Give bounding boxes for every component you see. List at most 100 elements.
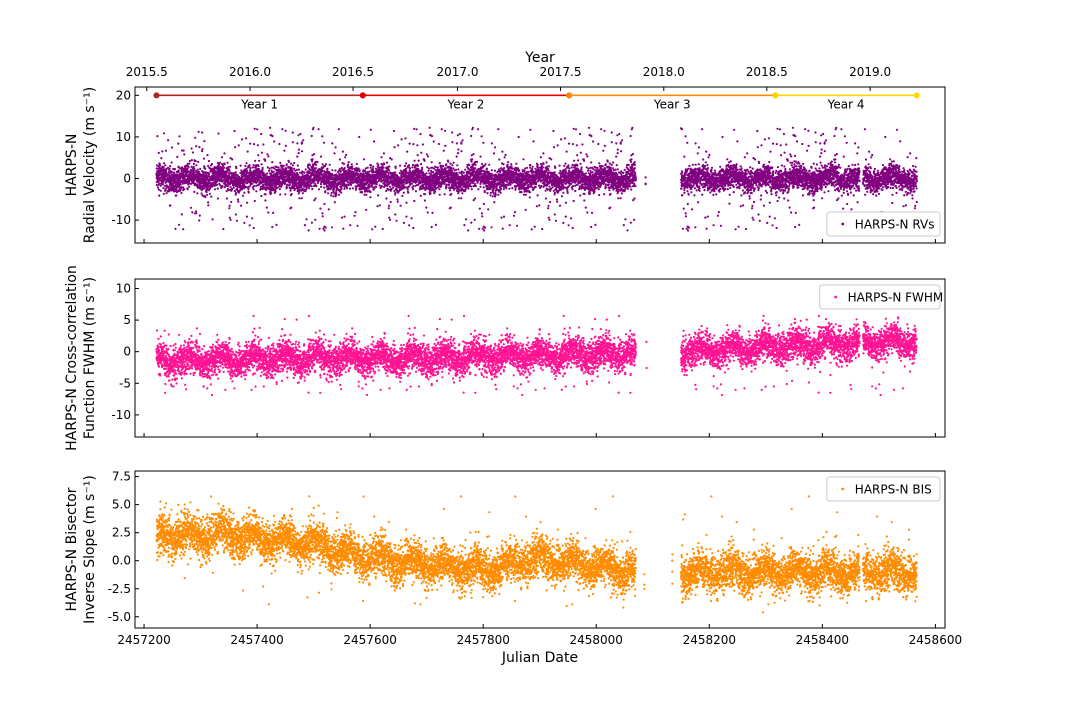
rv-point bbox=[340, 191, 343, 194]
rv-point bbox=[363, 193, 366, 196]
rv-point bbox=[385, 197, 388, 200]
rv-point bbox=[188, 185, 191, 188]
rv-point bbox=[330, 194, 333, 197]
rv-point bbox=[331, 169, 334, 172]
rv-point bbox=[179, 183, 182, 186]
rv-point bbox=[170, 161, 173, 164]
rv-point bbox=[191, 151, 194, 154]
rv-point bbox=[195, 164, 198, 167]
rv-point bbox=[338, 158, 341, 161]
rv-point bbox=[271, 161, 274, 164]
rv-point bbox=[426, 155, 429, 158]
rv-point bbox=[463, 224, 466, 227]
rv-point bbox=[301, 192, 304, 195]
rv-point bbox=[394, 191, 397, 194]
rv-point bbox=[228, 165, 232, 168]
rv-point bbox=[494, 195, 497, 198]
rv-point bbox=[350, 183, 353, 186]
rv-point bbox=[229, 218, 232, 221]
rv-point bbox=[445, 186, 448, 189]
rv-point bbox=[258, 159, 261, 162]
rv-point bbox=[492, 152, 496, 155]
rv-point bbox=[321, 135, 324, 138]
rv-point bbox=[207, 173, 211, 176]
rv-point bbox=[299, 132, 302, 136]
rv-point bbox=[399, 164, 402, 167]
rv-point bbox=[310, 185, 313, 188]
rv-point bbox=[335, 193, 338, 196]
rv-point bbox=[374, 225, 377, 228]
rv-point bbox=[448, 183, 451, 186]
rv-point bbox=[170, 170, 173, 173]
rv-point bbox=[340, 187, 343, 190]
rv-point bbox=[246, 150, 249, 153]
rv-point bbox=[182, 186, 185, 189]
rv-point bbox=[247, 187, 250, 191]
rv-point bbox=[278, 142, 281, 146]
rv-points bbox=[155, 126, 918, 232]
rv-point bbox=[164, 149, 167, 152]
rv-point bbox=[455, 142, 458, 145]
rv-point bbox=[425, 153, 428, 156]
rv-point bbox=[383, 163, 386, 166]
rv-point bbox=[267, 155, 270, 158]
rv-point bbox=[464, 218, 468, 221]
rv-point bbox=[203, 165, 206, 168]
rv-point bbox=[354, 211, 357, 214]
rv-point bbox=[350, 163, 353, 166]
rv-point bbox=[406, 188, 409, 191]
rv-point bbox=[490, 169, 493, 172]
rv-point bbox=[468, 163, 471, 167]
rv-point bbox=[377, 163, 380, 166]
rv-point bbox=[360, 191, 364, 194]
rv-point bbox=[291, 164, 294, 167]
rv-point bbox=[392, 129, 396, 133]
rv-point bbox=[416, 164, 419, 167]
rv-point bbox=[481, 227, 484, 230]
rv-point bbox=[245, 162, 248, 165]
rv-point bbox=[272, 211, 275, 214]
rv-point bbox=[193, 168, 196, 171]
rv-point bbox=[163, 132, 166, 135]
rv-point bbox=[236, 198, 240, 201]
rv-point bbox=[211, 218, 214, 221]
rv-point bbox=[420, 162, 423, 166]
rv-point bbox=[394, 166, 397, 170]
rv-point bbox=[485, 167, 488, 170]
rv-point bbox=[341, 150, 344, 153]
rv-point bbox=[237, 200, 240, 203]
rv-point bbox=[502, 163, 505, 166]
rv-point bbox=[234, 171, 237, 174]
rv-point bbox=[310, 134, 313, 138]
rv-point bbox=[181, 166, 184, 169]
rv-point bbox=[407, 164, 411, 167]
rv-point bbox=[425, 206, 428, 209]
rv-point bbox=[169, 165, 172, 168]
rv-point bbox=[444, 129, 447, 132]
rv-point bbox=[316, 160, 319, 164]
rv-point bbox=[231, 188, 234, 191]
rv-point bbox=[169, 204, 172, 207]
rv-point bbox=[374, 167, 378, 170]
rv-point bbox=[371, 228, 374, 231]
rv-point bbox=[307, 229, 310, 232]
rv-point bbox=[202, 157, 206, 160]
rv-point bbox=[177, 223, 181, 226]
rv-point bbox=[252, 226, 255, 230]
rv-point bbox=[461, 173, 464, 177]
rv-point bbox=[200, 150, 204, 153]
rv-point bbox=[167, 139, 170, 142]
rv-point bbox=[425, 172, 428, 175]
rv-point bbox=[408, 142, 411, 145]
rv-point bbox=[502, 215, 506, 218]
rv-point bbox=[455, 155, 458, 158]
rv-point bbox=[188, 159, 191, 163]
rv-point bbox=[186, 188, 189, 191]
rv-point bbox=[284, 193, 287, 196]
rv-point bbox=[158, 164, 161, 167]
rv-point bbox=[488, 163, 491, 166]
rv-point bbox=[328, 163, 331, 166]
rv-point bbox=[358, 135, 361, 139]
rv-point bbox=[410, 217, 413, 220]
rv-point bbox=[477, 188, 480, 191]
